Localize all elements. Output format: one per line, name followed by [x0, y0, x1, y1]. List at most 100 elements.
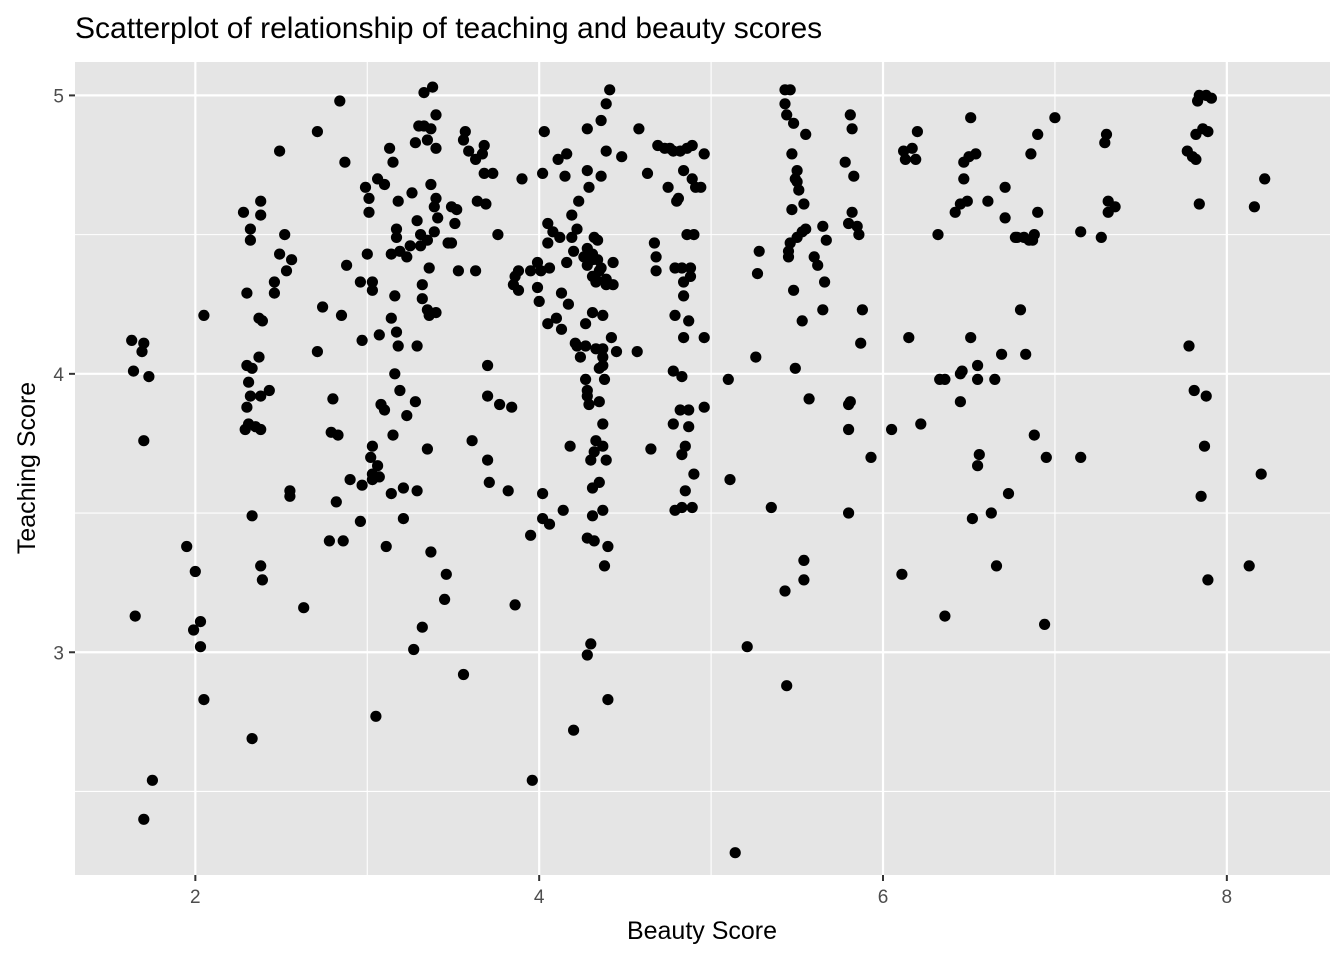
data-point: [471, 195, 483, 207]
data-point: [605, 332, 618, 344]
x-tick-label: 2: [190, 887, 201, 908]
data-point: [597, 440, 609, 452]
data-point: [387, 429, 399, 441]
data-point: [194, 616, 207, 628]
data-point: [397, 482, 409, 494]
y-tick-label: 4: [53, 365, 64, 386]
data-point: [476, 148, 488, 160]
data-point: [439, 593, 451, 606]
data-point: [487, 167, 499, 179]
data-point: [676, 262, 688, 274]
data-point: [798, 574, 810, 586]
data-point: [430, 192, 442, 204]
data-point: [779, 585, 791, 597]
data-point: [445, 237, 458, 249]
data-point: [1190, 153, 1202, 165]
data-point: [1259, 173, 1271, 185]
data-point: [782, 251, 795, 263]
data-point: [385, 312, 397, 324]
data-point: [956, 365, 968, 377]
data-point: [1028, 229, 1040, 241]
data-point: [451, 204, 463, 216]
data-point: [784, 84, 796, 96]
data-point: [798, 554, 810, 567]
data-point: [280, 265, 293, 277]
data-point: [597, 343, 609, 355]
data-point: [597, 418, 609, 430]
data-point: [678, 165, 690, 177]
data-point: [478, 139, 490, 152]
data-point: [366, 284, 378, 296]
data-point: [480, 198, 492, 210]
data-point: [571, 340, 583, 352]
data-point: [999, 181, 1011, 193]
data-point: [554, 231, 566, 243]
data-point: [683, 404, 695, 416]
data-point: [899, 153, 912, 165]
data-point: [698, 332, 710, 344]
data-point: [846, 206, 858, 218]
data-point: [390, 326, 403, 338]
data-point: [819, 276, 831, 288]
data-point: [989, 373, 1001, 385]
data-point: [1040, 451, 1052, 463]
x-tick-label: 4: [534, 887, 545, 908]
data-point: [672, 192, 685, 204]
data-point: [457, 668, 470, 681]
data-point: [1049, 112, 1061, 124]
data-point: [552, 153, 564, 165]
data-point: [366, 276, 378, 288]
data-point: [356, 479, 368, 491]
data-point: [129, 610, 141, 622]
data-point: [138, 337, 150, 349]
data-point: [543, 518, 556, 530]
data-point: [542, 237, 554, 249]
data-point: [555, 323, 568, 335]
data-point: [392, 340, 404, 352]
data-point: [246, 510, 258, 522]
data-point: [566, 231, 578, 243]
data-point: [537, 167, 549, 179]
data-point: [779, 98, 791, 110]
data-point: [581, 649, 593, 661]
data-point: [932, 229, 944, 241]
data-point: [392, 195, 404, 207]
data-point: [430, 142, 442, 154]
data-point: [459, 126, 471, 138]
data-point: [323, 535, 335, 547]
data-point: [406, 187, 418, 199]
data-point: [598, 373, 611, 385]
data-point: [583, 181, 595, 193]
data-point: [856, 304, 869, 316]
data-point: [1255, 468, 1267, 480]
data-point: [241, 287, 253, 299]
data-point: [370, 710, 382, 722]
chart-title: Scatterplot of relationship of teaching …: [75, 12, 822, 45]
data-point: [452, 265, 464, 277]
data-point: [194, 641, 207, 653]
data-point: [255, 209, 267, 221]
data-point: [256, 574, 268, 586]
data-point: [126, 334, 138, 346]
data-point: [421, 443, 433, 455]
data-point: [237, 206, 250, 218]
data-point: [425, 546, 437, 558]
data-point: [990, 560, 1003, 572]
data-point: [803, 393, 815, 405]
data-point: [999, 212, 1011, 224]
data-point: [387, 156, 399, 168]
data-point: [143, 371, 155, 383]
data-point: [600, 454, 612, 466]
data-point: [363, 206, 375, 218]
data-point: [843, 507, 855, 519]
data-point: [600, 145, 612, 157]
data-point: [1075, 226, 1087, 238]
data-point: [843, 423, 855, 436]
data-point: [542, 217, 554, 230]
data-point: [463, 145, 475, 157]
data-point: [580, 318, 592, 330]
data-point: [1020, 348, 1032, 360]
data-point: [432, 212, 444, 224]
data-point: [593, 396, 605, 408]
data-point: [537, 488, 549, 500]
